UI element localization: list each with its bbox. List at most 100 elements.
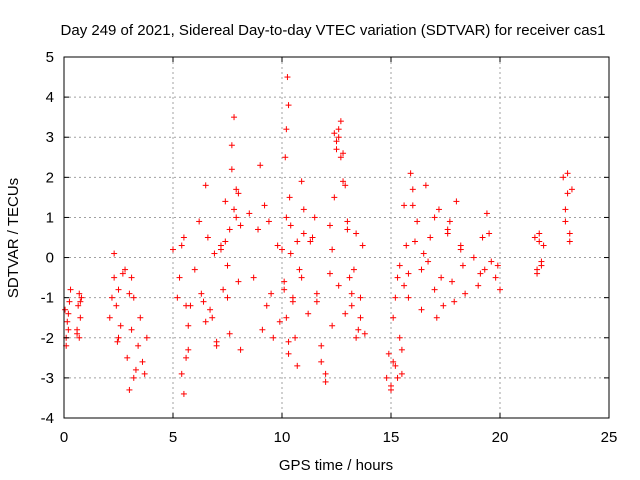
data-point: [390, 358, 397, 365]
data-point: [228, 142, 235, 149]
data-point: [231, 206, 238, 213]
data-point: [401, 202, 408, 209]
data-point: [564, 170, 571, 177]
data-point: [64, 318, 71, 325]
data-point: [300, 230, 307, 237]
data-point: [357, 314, 364, 321]
data-point: [285, 350, 292, 357]
data-point: [284, 74, 291, 81]
data-point: [220, 286, 227, 293]
data-point: [564, 190, 571, 197]
data-point: [462, 290, 469, 297]
data-point: [422, 182, 429, 189]
data-point: [128, 326, 135, 333]
data-point: [326, 222, 333, 229]
data-point: [231, 114, 238, 121]
data-point: [331, 194, 338, 201]
data-point: [340, 150, 347, 157]
data-point: [202, 318, 209, 325]
data-point: [329, 322, 336, 329]
data-point: [449, 278, 456, 285]
data-point: [479, 234, 486, 241]
data-point: [296, 266, 303, 273]
data-point: [233, 186, 240, 193]
data-point: [322, 378, 329, 385]
data-point: [346, 274, 353, 281]
data-point: [191, 266, 198, 273]
data-point: [67, 286, 74, 293]
data-point: [233, 214, 240, 221]
data-point: [475, 282, 482, 289]
data-point: [237, 346, 244, 353]
data-point: [237, 222, 244, 229]
data-point: [396, 262, 403, 269]
data-point: [65, 310, 72, 317]
data-point: [111, 274, 118, 281]
data-point: [536, 230, 543, 237]
data-point: [185, 346, 192, 353]
data-point: [281, 278, 288, 285]
data-point: [119, 270, 126, 277]
data-point: [276, 318, 283, 325]
data-point: [115, 334, 122, 341]
data-point: [176, 274, 183, 281]
data-point: [403, 242, 410, 249]
data-point: [318, 342, 325, 349]
data-point: [132, 366, 139, 373]
data-point: [418, 306, 425, 313]
data-point: [217, 242, 224, 249]
data-point: [344, 226, 351, 233]
data-point: [279, 246, 285, 253]
data-point: [114, 338, 121, 345]
data-point: [411, 238, 418, 245]
data-point: [326, 270, 333, 277]
data-point: [318, 358, 325, 365]
data-point: [348, 302, 355, 309]
y-tick-label: -2: [41, 330, 54, 347]
data-point: [77, 314, 84, 321]
data-point: [178, 242, 185, 249]
data-point: [178, 370, 185, 377]
y-tick-label: 3: [46, 129, 54, 146]
data-point: [285, 102, 292, 109]
data-point: [418, 266, 425, 273]
data-point: [438, 274, 445, 281]
data-point: [359, 242, 366, 249]
data-point: [108, 294, 115, 301]
data-point: [111, 250, 118, 257]
data-point: [222, 198, 229, 205]
data-point: [139, 358, 146, 365]
data-point: [213, 342, 220, 349]
y-tick-label: -3: [41, 370, 54, 387]
data-point: [401, 282, 408, 289]
data-point: [335, 134, 342, 141]
data-point: [433, 314, 440, 321]
data-point: [566, 238, 573, 245]
data-point: [409, 202, 416, 209]
data-point: [207, 306, 214, 313]
data-point: [128, 274, 135, 281]
data-point: [274, 242, 281, 249]
y-tick-label: 2: [46, 169, 54, 186]
data-point: [265, 218, 272, 225]
data-point: [361, 330, 368, 337]
data-point: [333, 146, 340, 153]
data-point: [257, 162, 264, 169]
data-point: [130, 294, 137, 301]
data-point: [425, 258, 432, 265]
data-point: [342, 310, 349, 317]
data-point: [209, 314, 216, 321]
data-point: [292, 334, 299, 341]
data-point: [62, 306, 69, 313]
data-point: [383, 374, 390, 381]
data-point: [196, 218, 203, 225]
data-point: [183, 354, 190, 361]
data-point: [396, 334, 403, 341]
data-point: [170, 246, 176, 253]
data-point: [298, 178, 305, 185]
data-point: [431, 286, 438, 293]
data-point: [446, 218, 453, 225]
data-point: [394, 274, 401, 281]
data-point: [235, 190, 242, 197]
